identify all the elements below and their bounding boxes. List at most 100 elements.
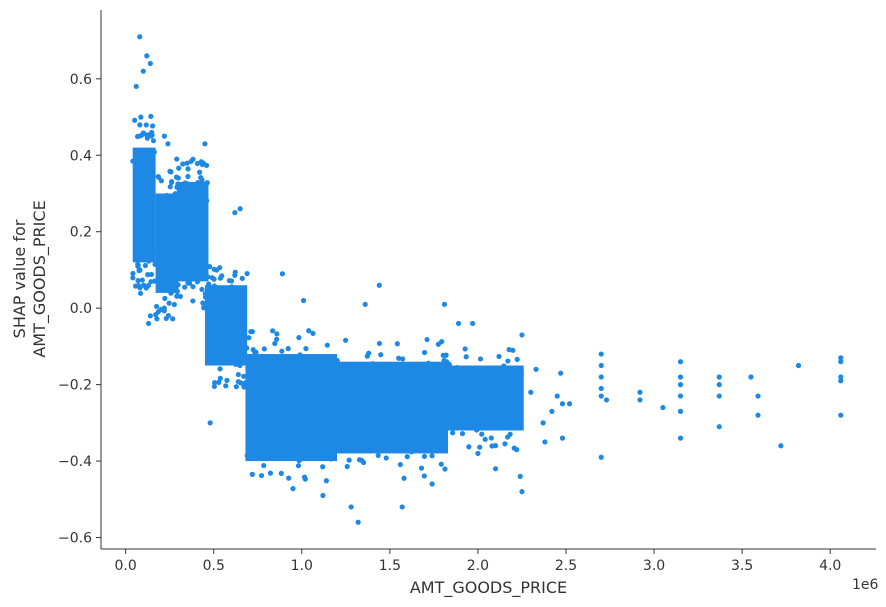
data-point (202, 304, 208, 310)
data-point (165, 141, 171, 147)
data-point (138, 161, 144, 167)
data-point (261, 462, 267, 469)
data-point (256, 355, 262, 361)
data-point (838, 355, 844, 361)
data-point (199, 177, 205, 183)
x-tick-label: 2.5 (555, 558, 577, 574)
data-points (130, 34, 844, 525)
data-point (137, 133, 143, 139)
data-point (484, 374, 490, 380)
data-point (132, 117, 138, 123)
data-point (476, 422, 482, 428)
data-point (302, 444, 308, 450)
data-point (716, 374, 722, 380)
data-point (475, 450, 481, 457)
data-point (138, 290, 144, 296)
y-tick-label: 0.0 (70, 301, 92, 317)
data-point (320, 492, 326, 499)
data-point (755, 412, 761, 418)
data-point (446, 366, 453, 372)
data-point (168, 203, 174, 209)
data-point (425, 360, 432, 366)
data-point (421, 349, 428, 356)
data-point (193, 275, 199, 281)
y-axis-label: SHAP value for AMT_GOODS_PRICE (10, 200, 50, 357)
data-point (394, 430, 401, 436)
data-point (167, 184, 173, 190)
data-point (455, 320, 462, 327)
data-point (130, 270, 136, 277)
data-point (348, 504, 354, 510)
data-point (342, 337, 349, 343)
y-tick-label: 0.2 (70, 225, 92, 241)
data-point (375, 452, 381, 459)
data-point (394, 341, 400, 347)
x-tick-label: 1.0 (291, 558, 313, 574)
data-point (249, 329, 255, 335)
data-point (242, 380, 249, 386)
data-point (459, 430, 466, 437)
data-point (278, 470, 284, 476)
data-point (229, 284, 235, 290)
data-point (284, 443, 290, 450)
data-point (418, 465, 425, 471)
data-point (598, 351, 604, 357)
data-point (488, 435, 494, 441)
data-point (232, 269, 238, 275)
data-point-cluster (442, 365, 524, 431)
data-point (286, 475, 292, 481)
data-point (142, 262, 148, 269)
data-point (298, 357, 305, 363)
data-point (400, 427, 406, 433)
data-point (778, 443, 784, 449)
data-point (637, 389, 643, 395)
data-point (421, 473, 427, 479)
data-point (155, 309, 161, 315)
data-point (211, 283, 217, 289)
data-point (258, 472, 265, 479)
data-point (162, 295, 168, 301)
data-point (184, 160, 190, 166)
data-point (457, 413, 463, 419)
data-point (164, 282, 170, 289)
x-axis-offset-text: 1e6 (852, 577, 879, 593)
y-axis-label-line: SHAP value for (10, 219, 29, 338)
data-point (195, 180, 201, 186)
data-point (185, 262, 191, 268)
data-point (334, 358, 340, 364)
data-point (240, 347, 247, 354)
x-tick-label: 1.5 (379, 558, 401, 574)
data-point (285, 346, 291, 352)
data-point (253, 370, 259, 376)
data-point (178, 199, 184, 205)
data-point (173, 174, 180, 180)
data-point (137, 34, 143, 40)
data-point (312, 448, 318, 455)
data-point (186, 280, 193, 286)
data-point (460, 420, 466, 426)
data-point (506, 347, 512, 353)
data-point (439, 338, 445, 345)
x-tick-label: 4.0 (819, 558, 841, 574)
data-point (408, 371, 414, 378)
data-point (637, 397, 643, 403)
data-point (223, 383, 229, 389)
data-point (233, 301, 240, 308)
data-point (392, 442, 398, 448)
data-point (397, 461, 403, 468)
data-point (518, 371, 524, 377)
data-point (247, 448, 253, 454)
data-point (154, 316, 160, 322)
data-point (148, 156, 154, 162)
data-point (558, 370, 564, 376)
data-point (387, 439, 393, 445)
data-point (346, 457, 352, 463)
data-point (161, 133, 168, 139)
data-point (138, 151, 145, 157)
data-point (297, 352, 303, 358)
data-point (176, 189, 182, 195)
data-point (413, 428, 419, 434)
data-point (171, 301, 177, 308)
data-point (188, 158, 194, 165)
data-point (404, 454, 410, 460)
